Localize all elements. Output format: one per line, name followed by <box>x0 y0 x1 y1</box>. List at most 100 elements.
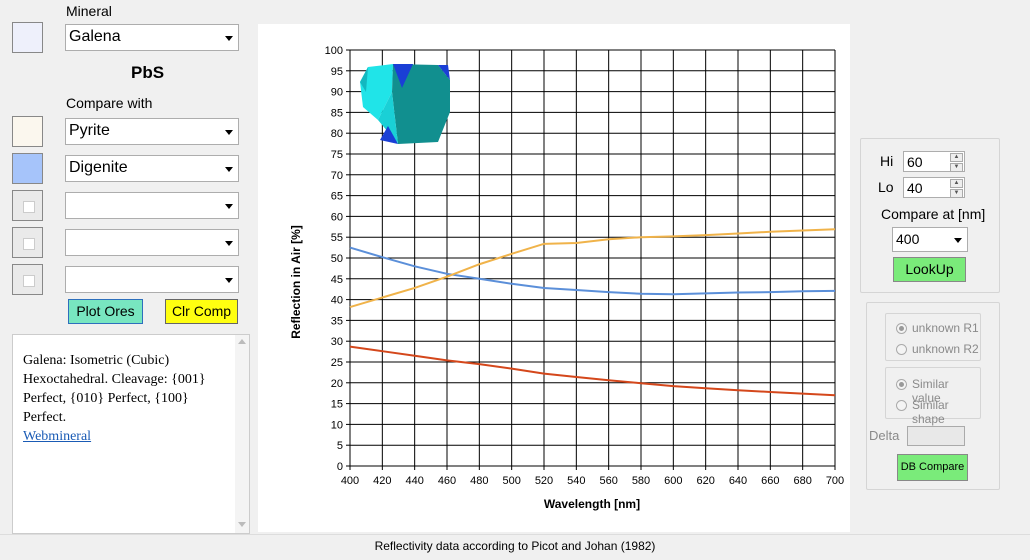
y-tick-label: 45 <box>331 274 343 286</box>
compare-at-label: Compare at [nm] <box>881 206 986 222</box>
status-bar: Reflectivity data according to Picot and… <box>0 534 1030 560</box>
scroll-down-icon[interactable] <box>238 522 246 527</box>
y-tick-label: 35 <box>331 315 343 327</box>
compare-panel: unknown R1 unknown R2 Similar value Simi… <box>866 302 1000 490</box>
clear-compare-button[interactable]: Clr Comp <box>165 299 238 324</box>
y-tick-label: 40 <box>331 295 343 307</box>
compare-at-value: 400 <box>896 231 920 247</box>
status-text: Reflectivity data according to Picot and… <box>374 539 656 553</box>
similar-shape-radio[interactable] <box>896 400 907 411</box>
series-line-galena <box>349 246 836 296</box>
unknown-r1-label: unknown R1 <box>912 321 979 335</box>
plot-ores-button[interactable]: Plot Ores <box>68 299 143 324</box>
similar-value-radio[interactable] <box>896 379 907 390</box>
webmineral-link[interactable]: Webmineral <box>23 429 92 444</box>
y-tick-label: 65 <box>331 191 343 203</box>
compare-color-swatch-2 <box>12 153 43 184</box>
description-line: Galena: Isometric (Cubic) <box>23 353 170 368</box>
y-tick-label: 75 <box>331 149 343 161</box>
y-tick-label: 80 <box>331 128 343 140</box>
compare-select-4[interactable] <box>65 229 239 256</box>
chevron-down-icon[interactable] <box>954 238 962 243</box>
delta-label: Delta <box>869 428 900 443</box>
x-tick-label: 640 <box>729 475 747 487</box>
y-tick-label: 15 <box>331 399 343 411</box>
y-tick-label: 10 <box>331 419 343 431</box>
chevron-down-icon[interactable] <box>225 130 233 135</box>
compare-at-select[interactable]: 400 <box>892 227 968 252</box>
compare-color-swatch-1 <box>12 116 43 147</box>
series-line-pyrite <box>349 228 836 309</box>
y-tick-label: 95 <box>331 66 343 78</box>
chevron-down-icon[interactable] <box>225 36 233 41</box>
compare-select-2[interactable]: Digenite <box>65 155 239 182</box>
chevron-down-icon[interactable] <box>225 241 233 246</box>
hi-value: 60 <box>907 154 923 170</box>
y-tick-label: 0 <box>337 461 343 473</box>
mineral-select[interactable]: Galena <box>65 24 239 51</box>
y-tick-label: 100 <box>325 45 343 57</box>
x-tick-label: 680 <box>793 475 811 487</box>
description-line: Perfect. <box>23 410 67 425</box>
x-tick-label: 580 <box>632 475 650 487</box>
x-tick-label: 660 <box>761 475 779 487</box>
chevron-down-icon[interactable] <box>225 167 233 172</box>
y-tick-label: 85 <box>331 107 343 119</box>
similar-value-label: Similar value <box>912 377 949 405</box>
chevron-down-icon[interactable] <box>225 204 233 209</box>
spin-down-icon[interactable]: ▼ <box>950 163 963 172</box>
y-tick-label: 25 <box>331 357 343 369</box>
spin-up-icon[interactable]: ▲ <box>950 179 963 188</box>
compare-select-1-value: Pyrite <box>69 122 110 139</box>
spin-down-icon[interactable]: ▼ <box>950 189 963 198</box>
hi-spinner[interactable]: 60 ▲ ▼ <box>903 151 965 172</box>
series-line-digenite <box>349 345 836 397</box>
mineral-color-swatch <box>12 22 43 53</box>
chart-panel: 400 420 440 460 480 500 520 540 560 580 600 620 640 6… <box>258 24 850 532</box>
x-tick-label: 620 <box>696 475 714 487</box>
lo-spinner[interactable]: 40 ▲ ▼ <box>903 177 965 198</box>
spin-up-icon[interactable]: ▲ <box>950 153 963 162</box>
lo-label: Lo <box>878 179 894 195</box>
db-compare-button[interactable]: DB Compare <box>897 454 968 481</box>
compare-select-5[interactable] <box>65 266 239 293</box>
description-text: Galena: Isometric (Cubic) Hexoctahedral.… <box>23 351 206 446</box>
mineral-select-value: Galena <box>69 28 121 45</box>
delta-input[interactable] <box>907 426 965 446</box>
compare-color-swatch-4[interactable] <box>12 227 43 258</box>
chevron-down-icon[interactable] <box>225 278 233 283</box>
x-axis-label: Wavelength [nm] <box>544 497 640 511</box>
x-tick-label: 520 <box>535 475 553 487</box>
x-tick-label: 440 <box>405 475 423 487</box>
description-line: Hexoctahedral. Cleavage: {001} <box>23 372 206 387</box>
x-tick-label: 500 <box>502 475 520 487</box>
hi-label: Hi <box>880 153 894 169</box>
compare-select-3[interactable] <box>65 192 239 219</box>
unknown-r1-radio[interactable] <box>896 323 907 334</box>
x-tick-label: 420 <box>373 475 391 487</box>
description-line: Perfect, {010} Perfect, {100} <box>23 391 189 406</box>
unknown-r2-radio[interactable] <box>896 344 907 355</box>
compare-select-1[interactable]: Pyrite <box>65 118 239 145</box>
unknown-group: unknown R1 unknown R2 <box>885 313 981 361</box>
compare-select-2-value: Digenite <box>69 159 128 176</box>
scroll-up-icon[interactable] <box>238 339 246 344</box>
compare-color-swatch-5[interactable] <box>12 264 43 295</box>
y-tick-label: 50 <box>331 253 343 265</box>
description-box[interactable]: Galena: Isometric (Cubic) Hexoctahedral.… <box>12 334 250 534</box>
x-tick-label: 460 <box>438 475 456 487</box>
x-tick-label: 600 <box>664 475 682 487</box>
y-tick-label: 30 <box>331 336 343 348</box>
x-tick-label: 480 <box>470 475 488 487</box>
x-tick-label: 700 <box>826 475 844 487</box>
unknown-r2-label: unknown R2 <box>912 342 979 356</box>
y-tick-label: 55 <box>331 232 343 244</box>
compare-with-label: Compare with <box>66 95 153 111</box>
y-tick-label: 70 <box>331 170 343 182</box>
lookup-button[interactable]: LookUp <box>893 257 966 282</box>
compare-color-swatch-3[interactable] <box>12 190 43 221</box>
lookup-panel: Hi 60 ▲ ▼ Lo 40 ▲ ▼ Compare at [nm] 400 Lo… <box>860 138 1000 293</box>
scrollbar[interactable] <box>235 335 249 533</box>
x-tick-label: 540 <box>567 475 585 487</box>
y-tick-label: 60 <box>331 211 343 223</box>
